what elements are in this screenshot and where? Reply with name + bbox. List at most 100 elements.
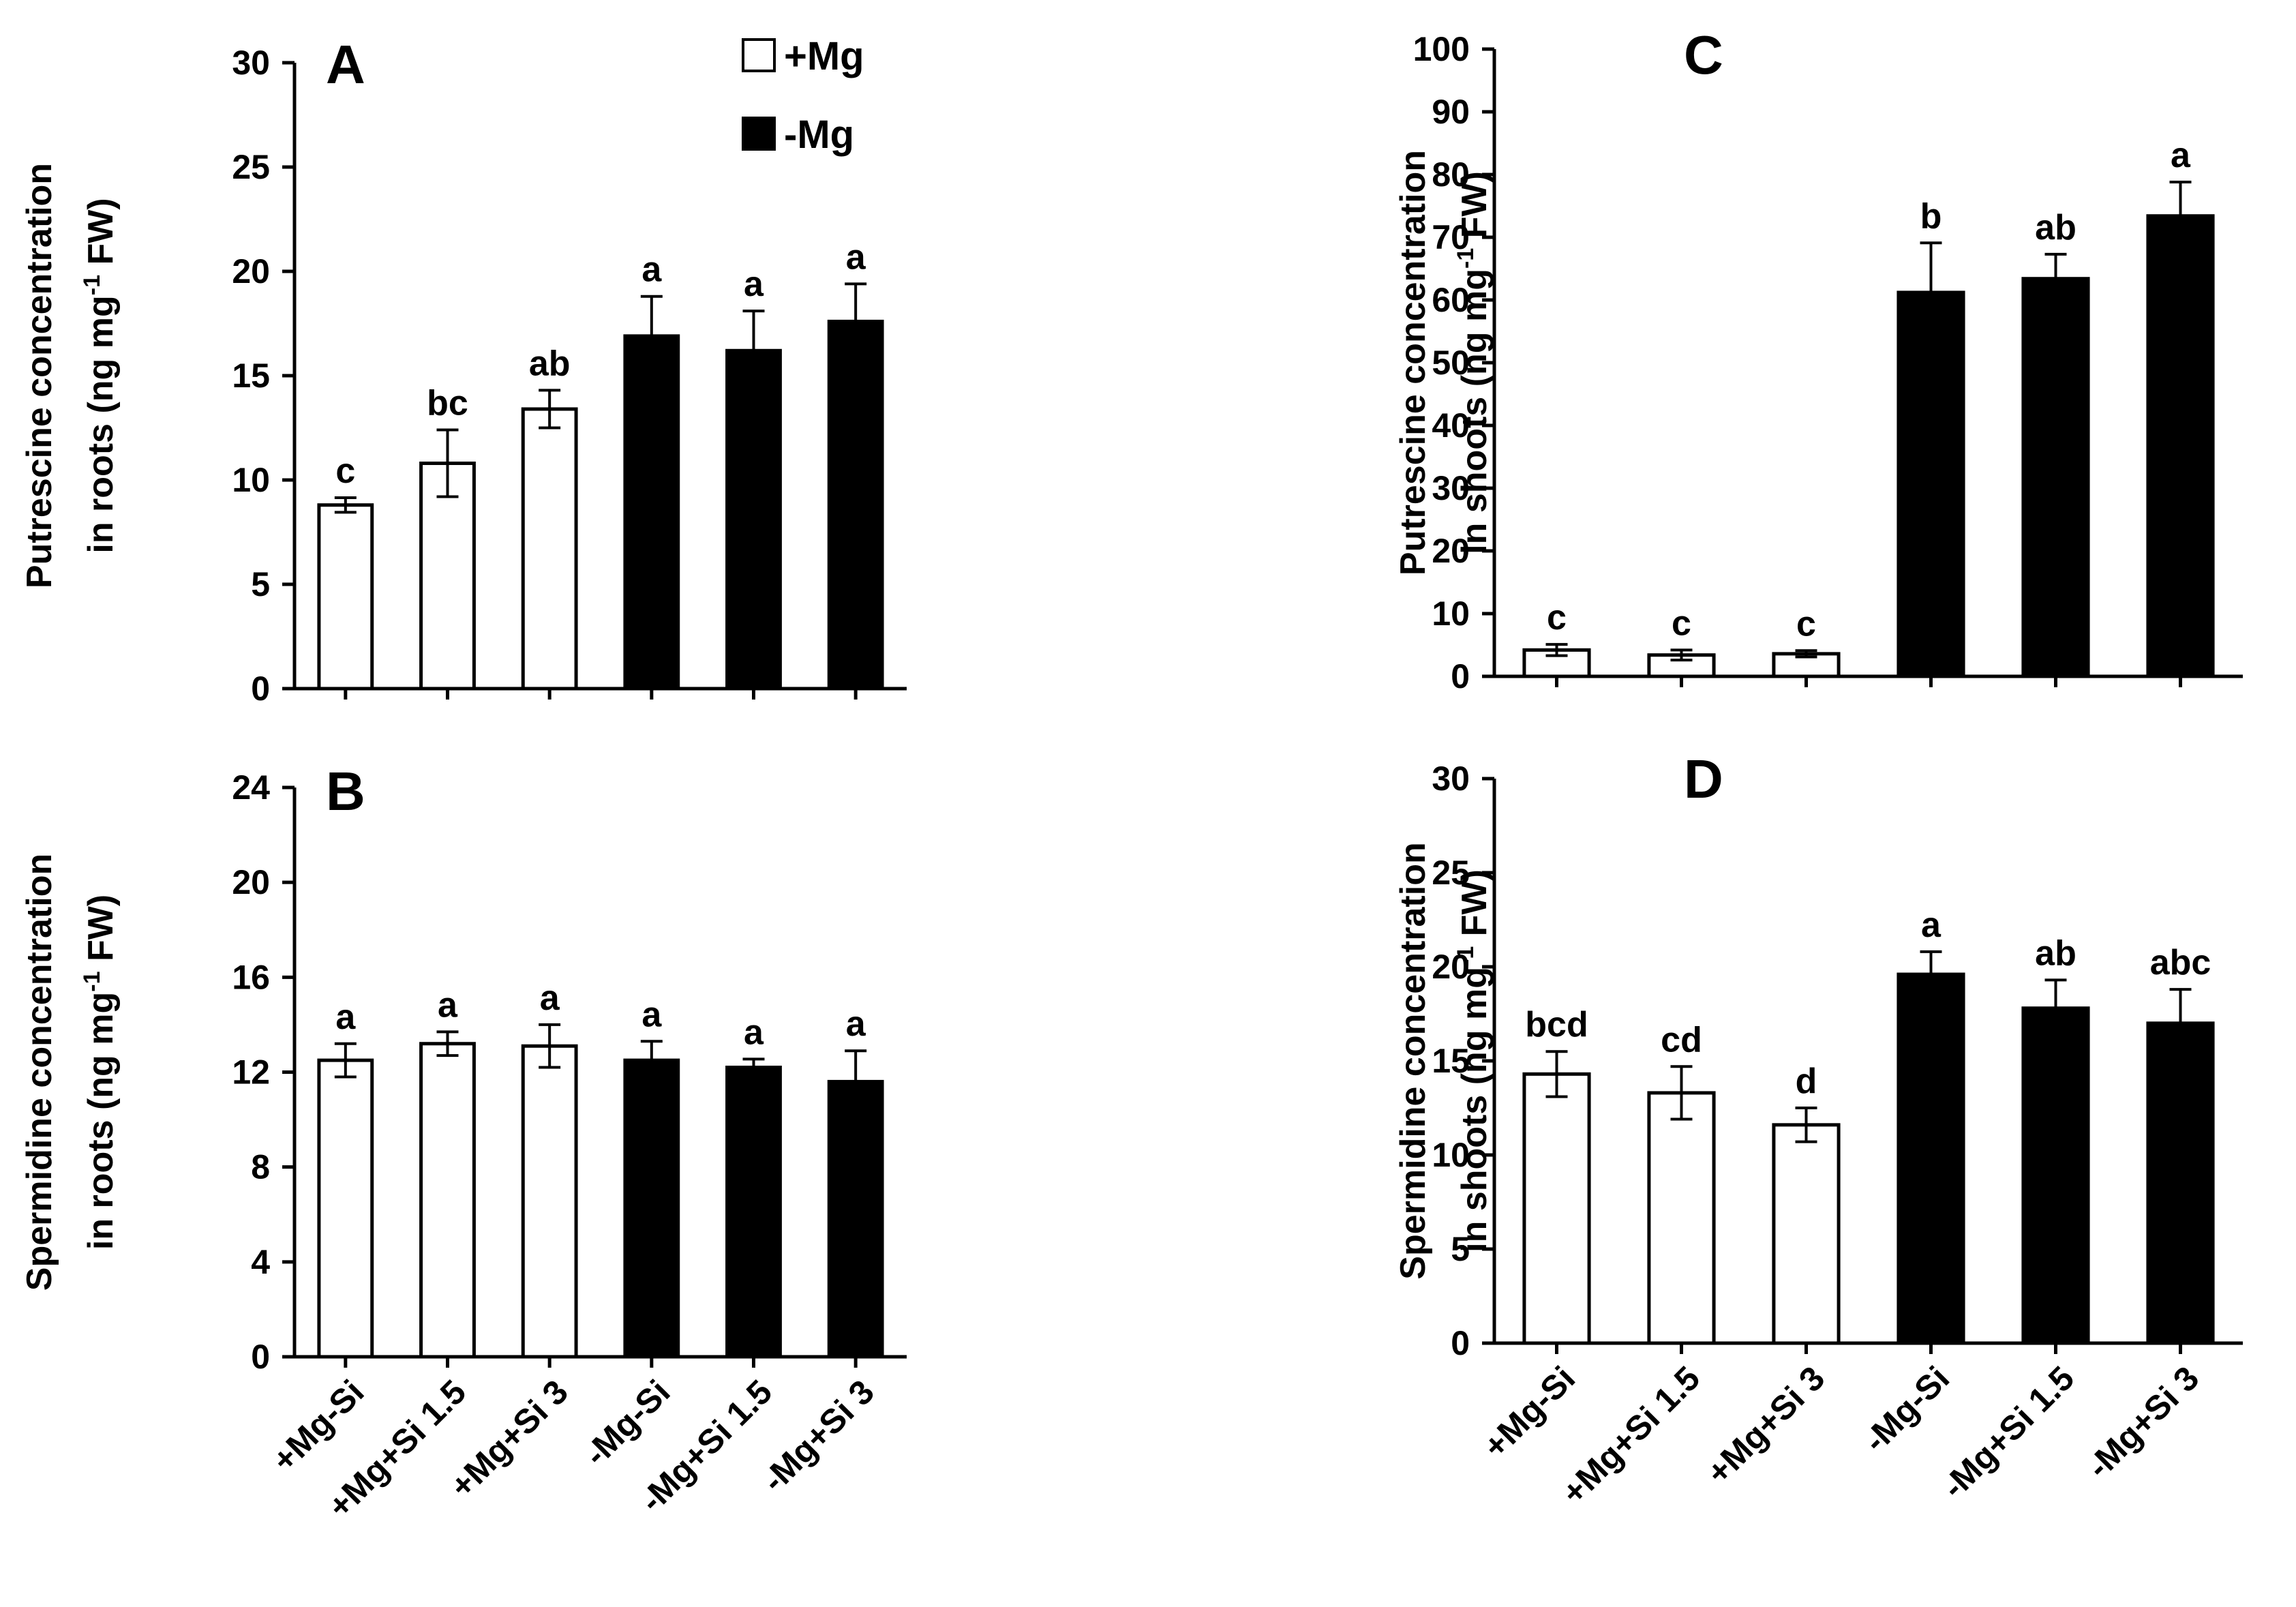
significance-letter: c	[335, 451, 355, 491]
category-label: -Mg-Si	[1856, 1359, 1957, 1460]
y-axis-label-line1: Putrescine concentration	[20, 163, 59, 588]
y-tick-label: 40	[1432, 406, 1470, 445]
y-tick-label: 5	[1451, 1230, 1470, 1268]
significance-letter: abc	[2150, 943, 2211, 982]
significance-letter: ab	[529, 344, 571, 383]
significance-letter: c	[1796, 604, 1816, 644]
category-label: -Mg+Si 3	[755, 1372, 881, 1499]
y-tick-label: 70	[1432, 218, 1470, 256]
legend-label: -Mg	[784, 112, 854, 157]
legend: +Mg -Mg	[742, 34, 864, 157]
y-tick-label: 0	[251, 670, 270, 708]
significance-letter: d	[1796, 1062, 1817, 1101]
y-axis-label-line2: in shoots (ng mg-1 FW)	[1453, 869, 1494, 1252]
y-tick-label: 25	[232, 148, 270, 186]
y-axis-label-line2: in roots (ng mg-1 FW)	[79, 895, 121, 1250]
significance-letter: a	[335, 997, 356, 1037]
significance-letter: a	[641, 995, 662, 1034]
y-tick-label: 20	[1432, 532, 1470, 570]
y-axis-label-line2: in shoots (ng mg-1 FW)	[1453, 171, 1494, 554]
panel-letter: D	[1684, 749, 1723, 809]
y-tick-label: 8	[251, 1148, 270, 1186]
bar-1	[317, 1058, 374, 1359]
bar-2	[1647, 1091, 1716, 1345]
panel-c: 0 10 20 30 40 50 60 70 80 90 100 c c c b ab a C Putrescine…	[1393, 25, 2243, 695]
y-tick-label: 100	[1413, 30, 1470, 68]
significance-letter: a	[540, 978, 560, 1018]
y-tick-label: 4	[251, 1243, 270, 1281]
significance-letter: c	[1672, 603, 1691, 643]
legend-swatch	[742, 38, 776, 72]
bar-6	[827, 319, 884, 691]
panel-letter: C	[1684, 25, 1723, 85]
bar-4	[623, 334, 680, 691]
y-tick-label: 0	[1451, 657, 1470, 695]
y-tick-label: 25	[1432, 854, 1470, 892]
bar-1	[317, 503, 374, 691]
bar-2	[419, 1042, 476, 1359]
bar-3	[1772, 1123, 1841, 1345]
bar-5	[725, 348, 782, 691]
y-tick-label: 0	[1451, 1324, 1470, 1362]
y-tick-label: 10	[232, 461, 270, 499]
y-tick-label: 80	[1432, 155, 1470, 194]
category-label: -Mg+Si 3	[2079, 1359, 2206, 1486]
y-tick-label: 60	[1432, 281, 1470, 319]
significance-letter: a	[2171, 136, 2191, 175]
significance-letter: a	[1921, 905, 1942, 945]
bar-6	[2146, 214, 2215, 678]
y-axis-label-line1: Spermidine concentration	[20, 854, 59, 1291]
y-tick-label: 15	[232, 357, 270, 395]
y-axis-label-line2: in roots (ng mg-1 FW)	[79, 198, 121, 553]
y-tick-label: 5	[251, 565, 270, 603]
significance-letter: cd	[1661, 1020, 1702, 1060]
significance-letter: bc	[427, 384, 468, 423]
panel-letter: A	[326, 34, 365, 95]
y-tick-label: 20	[232, 863, 270, 901]
significance-letter: bcd	[1525, 1005, 1588, 1045]
bar-4	[623, 1058, 680, 1359]
significance-letter: b	[1920, 196, 1942, 236]
panel-b: 0 4 8 12 16 20 24 a a a a a a B Spermidine concentrati…	[20, 761, 907, 1525]
bar-5	[2021, 277, 2090, 678]
significance-letter: ab	[2035, 933, 2076, 973]
y-axis-label-line1: Spermidine concentration	[1393, 842, 1433, 1279]
significance-letter: a	[438, 985, 458, 1025]
y-tick-label: 90	[1432, 93, 1470, 131]
y-tick-label: 10	[1432, 595, 1470, 633]
category-label: +Mg-Si	[1476, 1359, 1582, 1465]
y-tick-label: 10	[1432, 1136, 1470, 1174]
significance-letter: a	[641, 250, 662, 290]
y-tick-label: 12	[232, 1053, 270, 1092]
panel-letter: B	[326, 761, 365, 822]
category-label: -Mg-Si	[577, 1372, 678, 1473]
y-tick-label: 50	[1432, 344, 1470, 382]
y-axis-label-line1: Putrescine concentration	[1393, 150, 1433, 575]
y-tick-label: 20	[1432, 948, 1470, 986]
panel-a: 0 5 10 15 20 25 30 c bc ab a a a A Putrescine concentr…	[20, 34, 907, 708]
panel-d: 0 5 10 15 20 25 30 bcd cd d a ab abc D Spermidine conc…	[1393, 749, 2243, 1512]
y-tick-label: 20	[232, 252, 270, 290]
bar-6	[2146, 1021, 2215, 1345]
bar-5	[2021, 1006, 2090, 1345]
bar-3	[521, 407, 578, 691]
legend-swatch	[742, 117, 776, 151]
bar-4	[1897, 972, 1965, 1345]
bar-3	[521, 1044, 578, 1359]
significance-letter: a	[846, 1004, 866, 1044]
bar-4	[1897, 290, 1965, 678]
significance-letter: c	[1547, 598, 1567, 637]
bar-5	[725, 1066, 782, 1359]
y-tick-label: 16	[232, 958, 270, 996]
category-label: -Mg+Si 1.5	[1935, 1359, 2081, 1505]
category-label: +Mg+Si 3	[1699, 1359, 1832, 1492]
legend-label: +Mg	[784, 34, 864, 78]
y-tick-label: 15	[1432, 1042, 1470, 1080]
significance-letter: a	[744, 265, 764, 304]
bar-1	[1522, 1072, 1591, 1345]
y-tick-label: 24	[232, 768, 270, 807]
significance-letter: ab	[2035, 208, 2076, 247]
y-tick-label: 30	[1432, 469, 1470, 507]
significance-letter: a	[744, 1012, 764, 1052]
